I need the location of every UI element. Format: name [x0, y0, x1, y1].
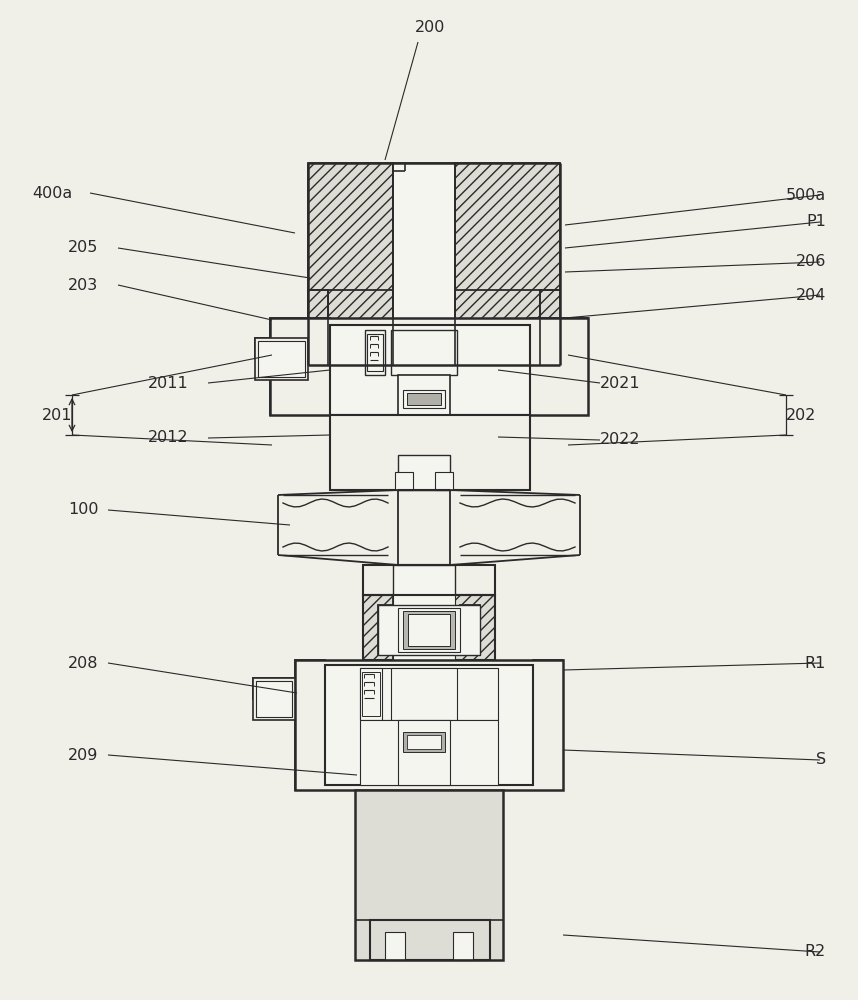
Bar: [360, 668, 382, 720]
Text: 500a: 500a: [786, 188, 826, 202]
Text: 202: 202: [786, 408, 816, 422]
Text: 100: 100: [68, 502, 99, 518]
Text: 2021: 2021: [600, 375, 640, 390]
Bar: [330, 330, 365, 375]
Bar: [450, 375, 530, 415]
Bar: [495, 330, 530, 375]
Bar: [325, 665, 533, 785]
Bar: [398, 455, 450, 490]
Bar: [255, 338, 308, 380]
Bar: [450, 415, 498, 490]
Bar: [393, 163, 455, 320]
Bar: [398, 720, 450, 785]
Bar: [453, 932, 473, 960]
Bar: [325, 668, 360, 720]
Bar: [295, 660, 325, 790]
Text: 2011: 2011: [148, 375, 189, 390]
Bar: [270, 318, 588, 415]
Bar: [540, 290, 560, 320]
Bar: [498, 415, 530, 490]
Bar: [460, 605, 480, 655]
Bar: [455, 290, 540, 365]
Bar: [533, 660, 563, 790]
Bar: [360, 668, 498, 720]
Text: 206: 206: [795, 254, 826, 269]
Bar: [498, 668, 533, 720]
Bar: [330, 415, 362, 490]
Bar: [363, 595, 495, 660]
Bar: [325, 720, 360, 785]
Bar: [355, 790, 503, 960]
Text: 209: 209: [68, 748, 99, 762]
Bar: [295, 660, 563, 790]
Bar: [455, 565, 495, 595]
Bar: [330, 415, 530, 490]
Bar: [455, 595, 495, 660]
Bar: [395, 472, 413, 490]
Bar: [258, 341, 305, 377]
Bar: [393, 595, 455, 660]
Text: R2: R2: [805, 944, 826, 960]
Bar: [365, 330, 385, 375]
Text: 201: 201: [42, 408, 72, 422]
Text: 400a: 400a: [32, 186, 72, 200]
Bar: [253, 678, 295, 720]
Text: 203: 203: [68, 277, 99, 292]
Bar: [530, 318, 588, 415]
Text: P1: P1: [807, 215, 826, 230]
Bar: [378, 605, 398, 655]
Bar: [362, 672, 380, 716]
Bar: [308, 290, 328, 320]
Bar: [330, 375, 398, 415]
Bar: [363, 565, 495, 595]
Bar: [367, 334, 383, 371]
Text: 2012: 2012: [148, 430, 188, 446]
Bar: [330, 325, 530, 415]
Text: 205: 205: [68, 240, 99, 255]
Bar: [455, 163, 560, 320]
Bar: [408, 614, 450, 646]
Bar: [270, 318, 330, 415]
Bar: [398, 375, 450, 415]
Bar: [403, 390, 445, 408]
Bar: [328, 290, 393, 365]
Bar: [435, 472, 453, 490]
Text: 208: 208: [68, 656, 99, 670]
Bar: [256, 681, 292, 717]
Bar: [391, 330, 457, 375]
Bar: [362, 415, 398, 490]
Bar: [363, 595, 393, 660]
Bar: [407, 735, 441, 749]
Bar: [378, 605, 480, 655]
Bar: [253, 678, 295, 699]
Bar: [391, 668, 457, 720]
Bar: [407, 393, 441, 405]
Text: 2022: 2022: [600, 432, 640, 448]
Bar: [403, 611, 455, 649]
Bar: [498, 720, 533, 785]
Bar: [363, 565, 393, 595]
Text: R1: R1: [805, 656, 826, 670]
Bar: [308, 163, 393, 320]
Bar: [370, 920, 490, 960]
Bar: [393, 565, 455, 595]
Text: 200: 200: [414, 20, 445, 35]
Bar: [360, 720, 498, 785]
Bar: [398, 608, 460, 652]
Bar: [255, 338, 308, 359]
Bar: [403, 732, 445, 752]
Text: S: S: [816, 752, 826, 768]
Bar: [385, 932, 405, 960]
Text: 204: 204: [795, 288, 826, 302]
Bar: [355, 790, 503, 960]
